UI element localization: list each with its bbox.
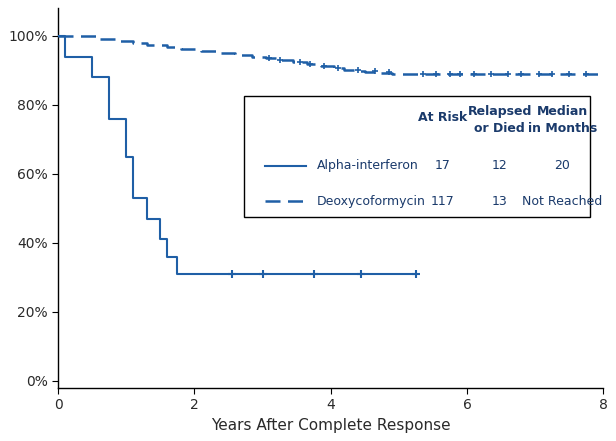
Bar xyxy=(243,96,590,217)
Text: 20: 20 xyxy=(554,160,570,172)
Text: Alpha-interferon: Alpha-interferon xyxy=(317,160,419,172)
Text: 13: 13 xyxy=(492,194,508,208)
Text: Relapsed: Relapsed xyxy=(468,105,532,118)
Text: 12: 12 xyxy=(492,160,508,172)
Text: in Months: in Months xyxy=(528,122,597,135)
Text: 117: 117 xyxy=(431,194,455,208)
Text: At Risk: At Risk xyxy=(418,111,467,124)
Text: 17: 17 xyxy=(434,160,450,172)
Text: or Died: or Died xyxy=(474,122,525,135)
Text: Deoxycoformycin: Deoxycoformycin xyxy=(317,194,426,208)
Text: Not Reached: Not Reached xyxy=(522,194,602,208)
X-axis label: Years After Complete Response: Years After Complete Response xyxy=(211,418,450,433)
Text: Median: Median xyxy=(537,105,588,118)
